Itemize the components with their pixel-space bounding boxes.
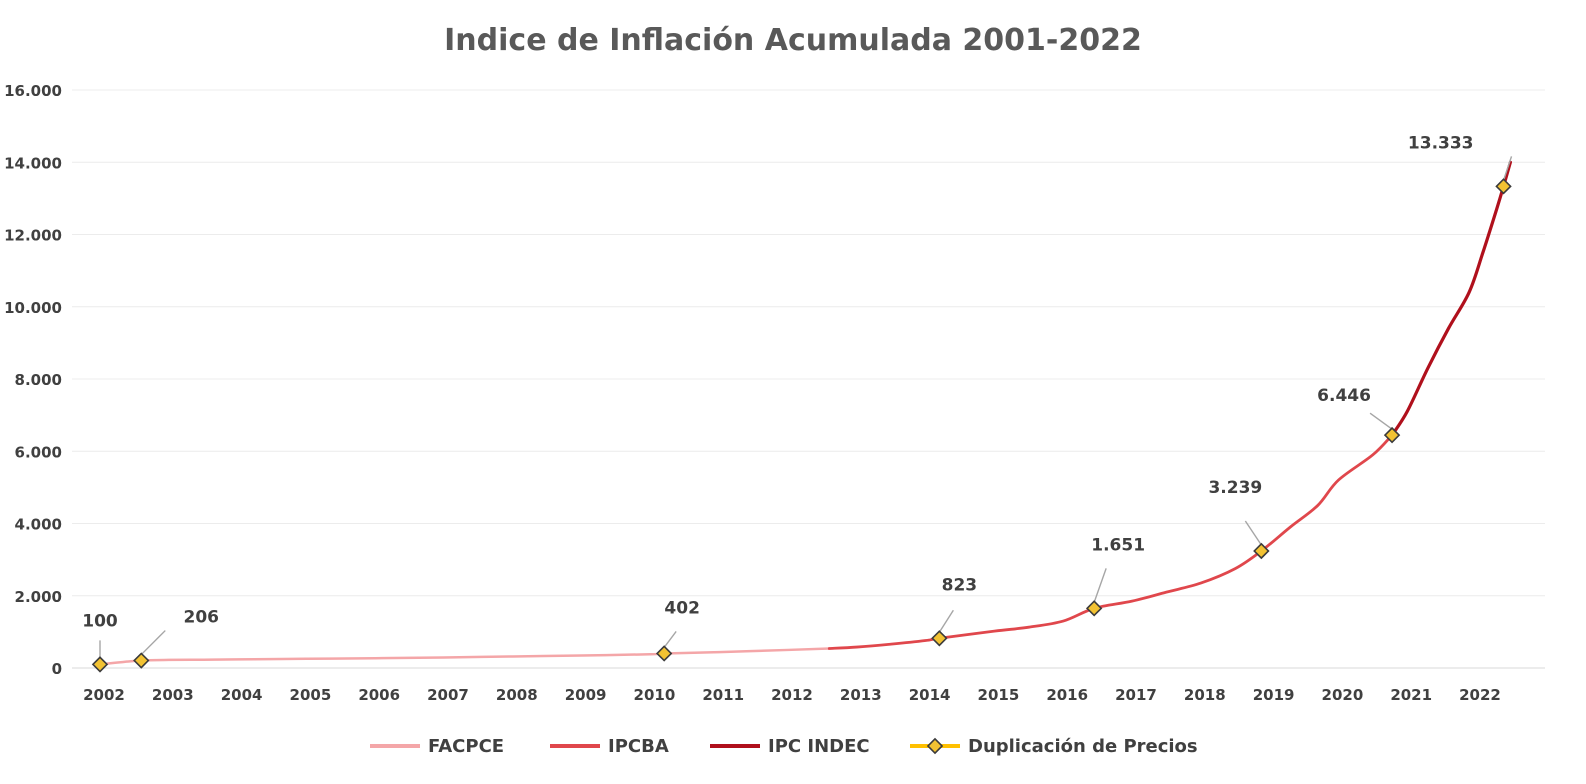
duplication-marker <box>133 652 150 669</box>
x-tick-label: 2017 <box>1115 686 1157 704</box>
grid-layer <box>72 89 1545 597</box>
x-tick-label: 2022 <box>1459 686 1501 704</box>
annotation-label: 6.446 <box>1317 386 1371 406</box>
annotation-leader <box>1502 156 1513 181</box>
series-line-ipc-indec <box>1390 160 1512 437</box>
annotation-label: 402 <box>664 598 700 618</box>
x-tick-label: 2004 <box>221 686 263 704</box>
x-tick-label: 2006 <box>358 686 400 704</box>
x-tick-label: 2015 <box>978 686 1020 704</box>
x-tick-label: 2011 <box>702 686 744 704</box>
annotation-leader <box>663 631 677 648</box>
duplication-marker <box>1085 600 1103 617</box>
annotation-label: 1.651 <box>1091 535 1145 555</box>
y-tick-label: 8.000 <box>15 371 62 389</box>
y-tick-label: 6.000 <box>15 443 62 461</box>
duplication-marker <box>655 645 673 662</box>
x-tick-label: 2003 <box>152 686 194 704</box>
x-tick-label: 2018 <box>1184 686 1226 704</box>
annotation-label: 823 <box>942 575 978 595</box>
x-tick-label: 2019 <box>1253 686 1295 704</box>
series-line-ipcba <box>827 433 1394 650</box>
y-tick-label: 12.000 <box>4 227 62 245</box>
y-tick-label: 14.000 <box>4 154 62 172</box>
legend-label: Duplicación de Precios <box>968 736 1198 757</box>
x-tick-label: 2014 <box>909 686 951 704</box>
x-tick-label: 2016 <box>1046 686 1088 704</box>
annotation-leader <box>1369 412 1393 430</box>
duplication-marker <box>931 630 948 647</box>
legend: FACPCE IPCBA IPC INDEC Duplicación de Preci… <box>370 736 1198 757</box>
x-tick-label: 2020 <box>1322 686 1364 704</box>
legend-marker <box>926 737 944 755</box>
annotation-label: 13.333 <box>1408 133 1474 153</box>
x-tick-label: 2008 <box>496 686 538 704</box>
legend-label: IPCBA <box>608 736 669 757</box>
legend-label: FACPCE <box>428 736 504 757</box>
x-tick-label: 2007 <box>427 686 469 704</box>
annotation-leader <box>140 630 166 656</box>
y-tick-label: 10.000 <box>4 299 62 317</box>
legend-label: IPC INDEC <box>768 736 870 757</box>
annotation-leader <box>1093 568 1107 603</box>
series-line-facpce <box>98 647 831 666</box>
duplication-markers: 100 206 402 823 1.651 3.239 6.446 13.333 <box>82 133 1513 673</box>
series-layer <box>98 160 1512 666</box>
duplication-marker <box>1253 542 1270 560</box>
x-tick-label: 2002 <box>83 686 125 704</box>
duplication-marker <box>91 656 109 673</box>
y-tick-label: 16.000 <box>4 82 62 100</box>
annotation-leader <box>1244 520 1262 546</box>
x-tick-label: 2021 <box>1390 686 1432 704</box>
duplication-marker <box>1383 426 1401 444</box>
x-tick-label: 2010 <box>634 686 676 704</box>
x-axis: 2002 2003 2004 2005 2006 2007 2008 2009 2010 2011… <box>72 667 1545 704</box>
y-tick-label: 0 <box>52 660 62 678</box>
y-tick-label: 4.000 <box>15 516 62 534</box>
x-tick-label: 2012 <box>771 686 813 704</box>
annotation-label: 100 <box>82 611 118 631</box>
x-tick-label: 2009 <box>565 686 607 704</box>
annotation-leader <box>938 609 954 633</box>
x-tick-label: 2013 <box>840 686 882 704</box>
x-tick-label: 2005 <box>290 686 332 704</box>
y-tick-label: 2.000 <box>15 588 62 606</box>
annotation-label: 206 <box>184 608 220 628</box>
chart-title: Indice de Inflación Acumulada 2001-2022 <box>444 23 1142 58</box>
y-axis: 0 2.000 4.000 6.000 8.000 10.000 12.000 14.000 1… <box>4 82 62 678</box>
annotation-label: 3.239 <box>1208 478 1262 498</box>
duplication-marker <box>1495 178 1512 195</box>
